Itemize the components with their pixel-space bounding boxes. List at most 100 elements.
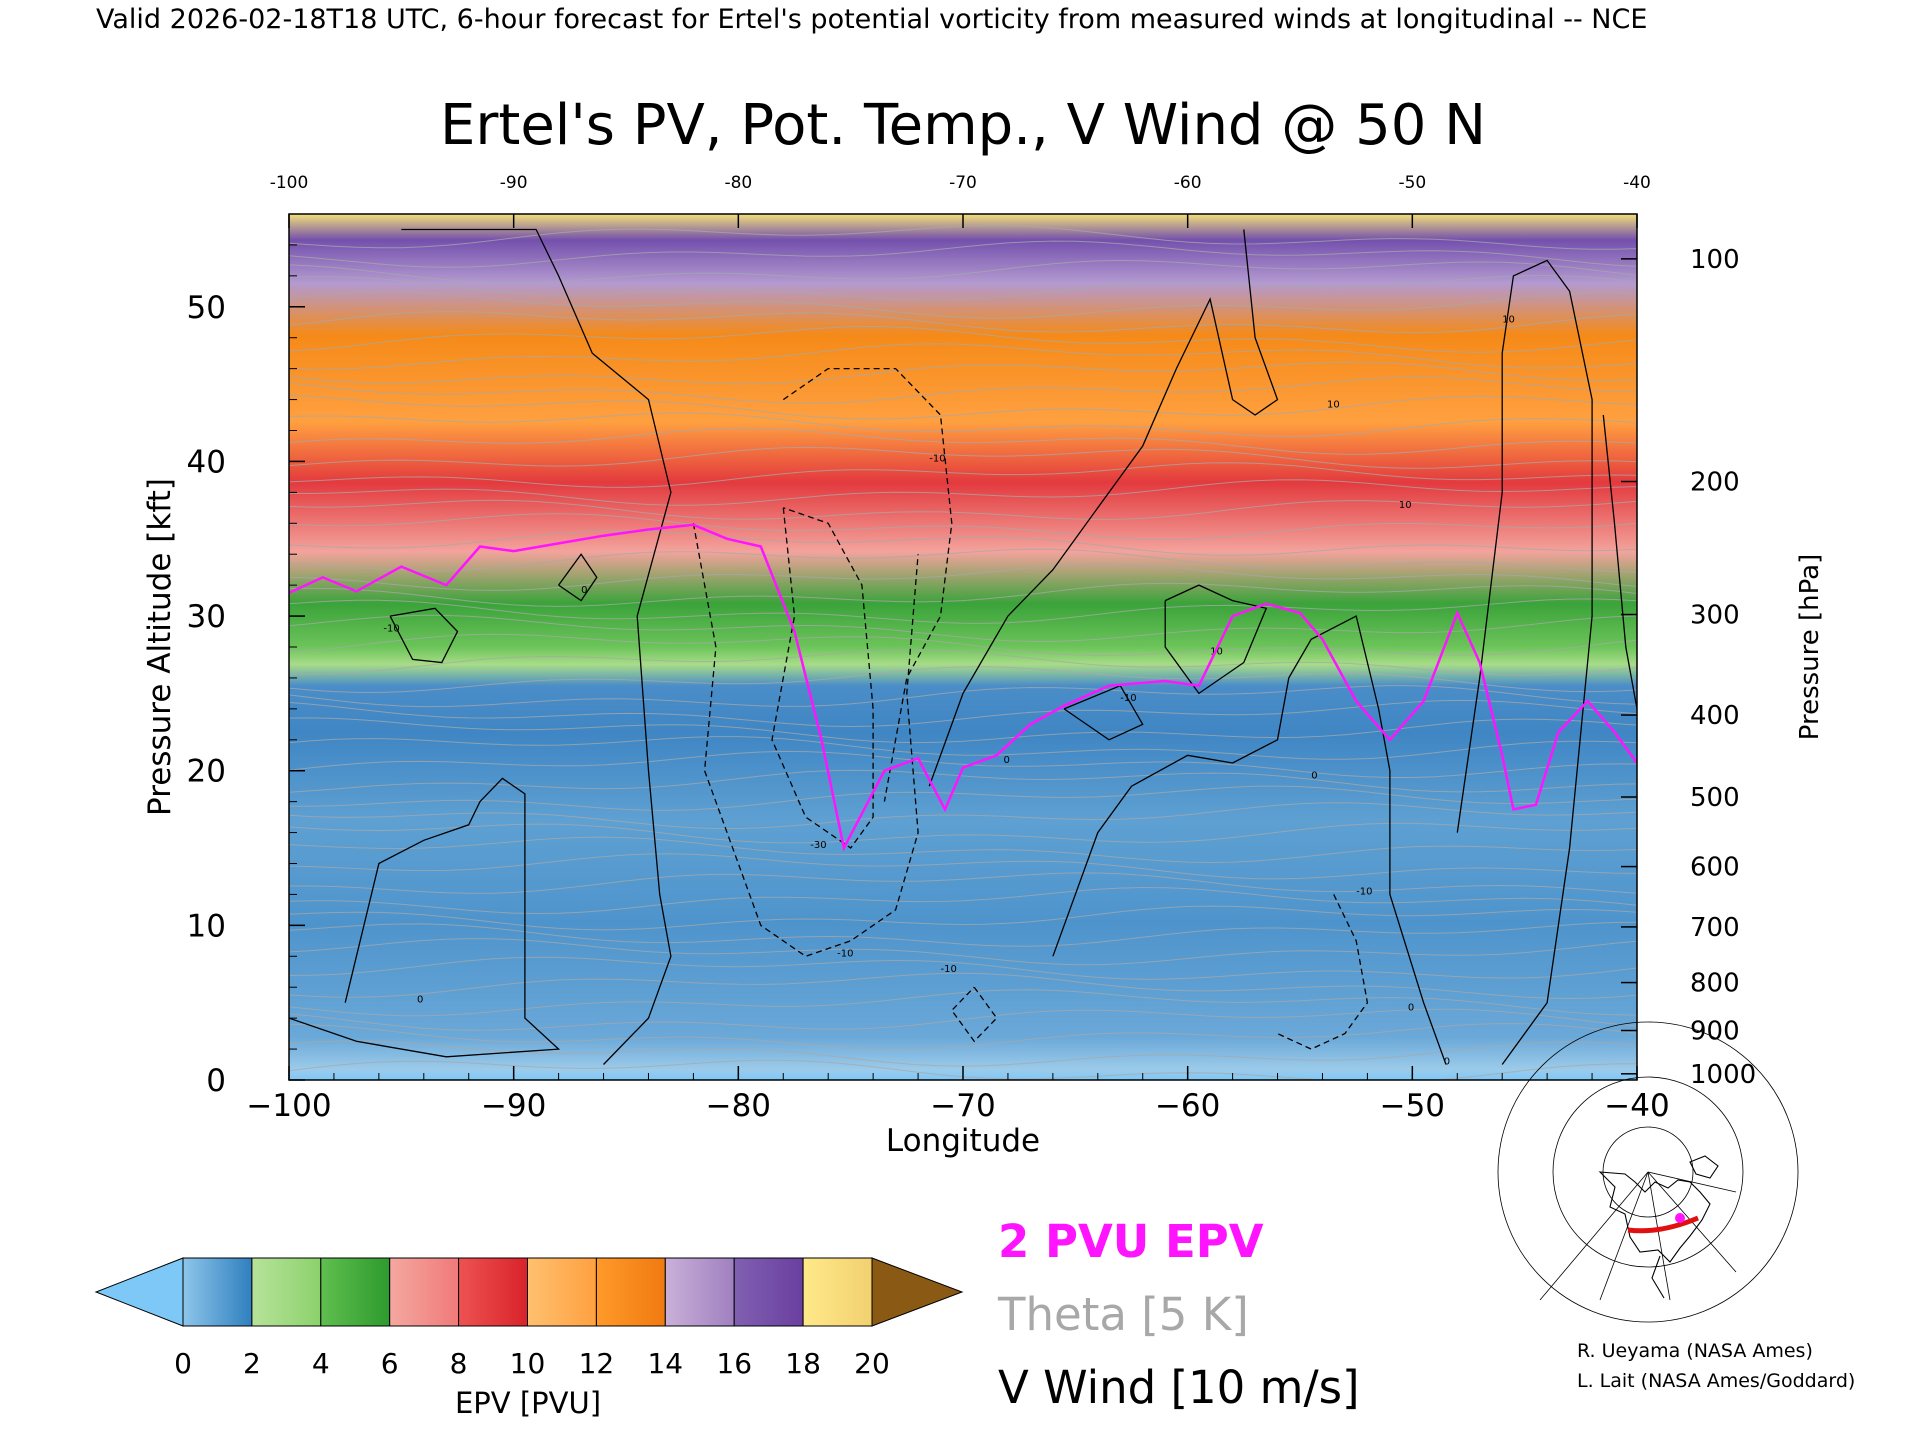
colorbar-tick-label: 10 (510, 1347, 546, 1380)
y-tick-label: 20 (187, 754, 226, 790)
legend-vwind: V Wind [10 m/s] (998, 1361, 1360, 1414)
theta-line (289, 956, 1637, 980)
theta-line (289, 685, 1637, 708)
theta-line (289, 412, 1637, 437)
map-meridian (1539, 1171, 1649, 1301)
theta-line (289, 499, 1637, 521)
y-tick-label: 0 (206, 1063, 226, 1099)
theta-line (289, 886, 1637, 915)
theta-line (289, 513, 1637, 540)
x-tick-label: −80 (706, 1088, 771, 1124)
colorbar-bin (595, 1257, 666, 1327)
theta-line (289, 361, 1637, 385)
vwind-line (401, 228, 672, 1065)
theta-line (289, 614, 1637, 642)
theta-line (289, 582, 1637, 607)
theta-line (289, 836, 1637, 864)
x-tick-label: −40 (1604, 1088, 1669, 1124)
pressure-tick-label: 900 (1690, 1017, 1740, 1047)
valid-line: Valid 2026-02-18T18 UTC, 6-hour forecast… (96, 4, 1647, 35)
theta-line (289, 479, 1637, 506)
colorbar-over-arrow (871, 1257, 964, 1327)
theta-line (289, 446, 1637, 469)
x-tick-label: −90 (481, 1088, 546, 1124)
pressure-tick-label: 100 (1690, 245, 1740, 275)
vwind-contour-label: -10 (941, 964, 957, 975)
vwind-contour-label: -30 (810, 840, 826, 851)
colorbar-tick-label: 8 (450, 1347, 468, 1380)
x-top-tick-label: -50 (1398, 173, 1426, 193)
theta-line (289, 394, 1637, 420)
vwind-line (389, 607, 459, 664)
vwind-line (928, 229, 1279, 787)
vwind-line (558, 553, 598, 602)
credit-line-2: L. Lait (NASA Ames/Goddard) (1577, 1370, 1855, 1392)
colorbar-bin (182, 1257, 253, 1327)
x-top-tick-label: -40 (1623, 173, 1651, 193)
legend-pv: 2 PVU EPV (998, 1215, 1264, 1268)
theta-line (289, 921, 1637, 947)
vwind-contour-label: -10 (929, 453, 945, 464)
theta-line (289, 905, 1637, 931)
chart-title: Ertel's PV, Pot. Temp., V Wind @ 50 N (440, 93, 1486, 158)
x-tick-label: −100 (246, 1088, 331, 1124)
colorbar-tick-label: 0 (174, 1347, 192, 1380)
theta-contours (289, 225, 1637, 1080)
pressure-axis-label: Pressure [hPa] (1795, 554, 1825, 741)
flight-route (1627, 1215, 1699, 1234)
theta-line (289, 1023, 1637, 1051)
theta-line (289, 343, 1637, 370)
y-tick-label: 40 (187, 444, 226, 480)
pressure-tick-label: 1000 (1690, 1060, 1756, 1090)
vwind-line (1277, 894, 1369, 1050)
theta-line (289, 972, 1637, 1000)
theta-line (289, 427, 1637, 455)
legend-theta: Theta [5 K] (997, 1288, 1249, 1341)
colorbar-bin (389, 1257, 460, 1327)
x-top-tick-label: -100 (270, 173, 309, 193)
colorbar-bin (527, 1257, 597, 1327)
pressure-tick-label: 700 (1690, 913, 1740, 943)
pressure-tick-label: 200 (1690, 468, 1740, 498)
vwind-contour-label: -10 (1120, 693, 1136, 704)
theta-line (289, 462, 1637, 488)
theta-line (289, 989, 1637, 1017)
y-axis-label: Pressure Altitude [kft] (142, 478, 178, 816)
x-top-axis-ticks: -100 -90 -80 -70 -60 -50 -40 (270, 173, 1651, 228)
theta-line (289, 717, 1637, 744)
y-tick-label: 50 (187, 290, 226, 326)
credit-line-1: R. Ueyama (NASA Ames) (1577, 1340, 1813, 1362)
colorbar-bin (664, 1257, 735, 1327)
map-meridian (1647, 1171, 1671, 1301)
vwind-contours: -10 -10 0 0 -30 -10 0 10 0 0 10 -10 10 0 -10 10 -10 (289, 228, 1637, 1068)
theta-line (289, 785, 1637, 811)
x-top-tick-label: -70 (949, 173, 977, 193)
theta-line (289, 853, 1637, 880)
theta-line (289, 259, 1637, 284)
colorbar-bin (251, 1257, 322, 1327)
y-axis-ticks: 0 10 20 30 40 50 (187, 244, 305, 1099)
vwind-contour-label: 0 (581, 585, 587, 596)
theta-line (289, 563, 1637, 591)
y-tick-label: 10 (187, 908, 226, 944)
colorbar-bin (458, 1257, 529, 1327)
vwind-line (1063, 684, 1144, 741)
map-meridian (1647, 1171, 1737, 1193)
x-tick-label: −50 (1380, 1088, 1445, 1124)
vwind-line (782, 367, 953, 802)
pressure-tick-label: 300 (1690, 601, 1740, 631)
theta-line (289, 938, 1637, 966)
colorbar-tick-label: 18 (785, 1347, 821, 1380)
map-meridian (1599, 1171, 1649, 1301)
vwind-line (1164, 584, 1268, 695)
x-axis-label: Longitude (886, 1123, 1040, 1159)
theta-line (289, 548, 1637, 573)
map-parallel-ring (1552, 1076, 1744, 1268)
colorbar-tick-label: 4 (312, 1347, 330, 1380)
vwind-contour-label: -10 (1356, 886, 1372, 897)
theta-line (289, 802, 1637, 829)
theta-line (289, 530, 1637, 556)
colorbar-bin (802, 1257, 873, 1327)
